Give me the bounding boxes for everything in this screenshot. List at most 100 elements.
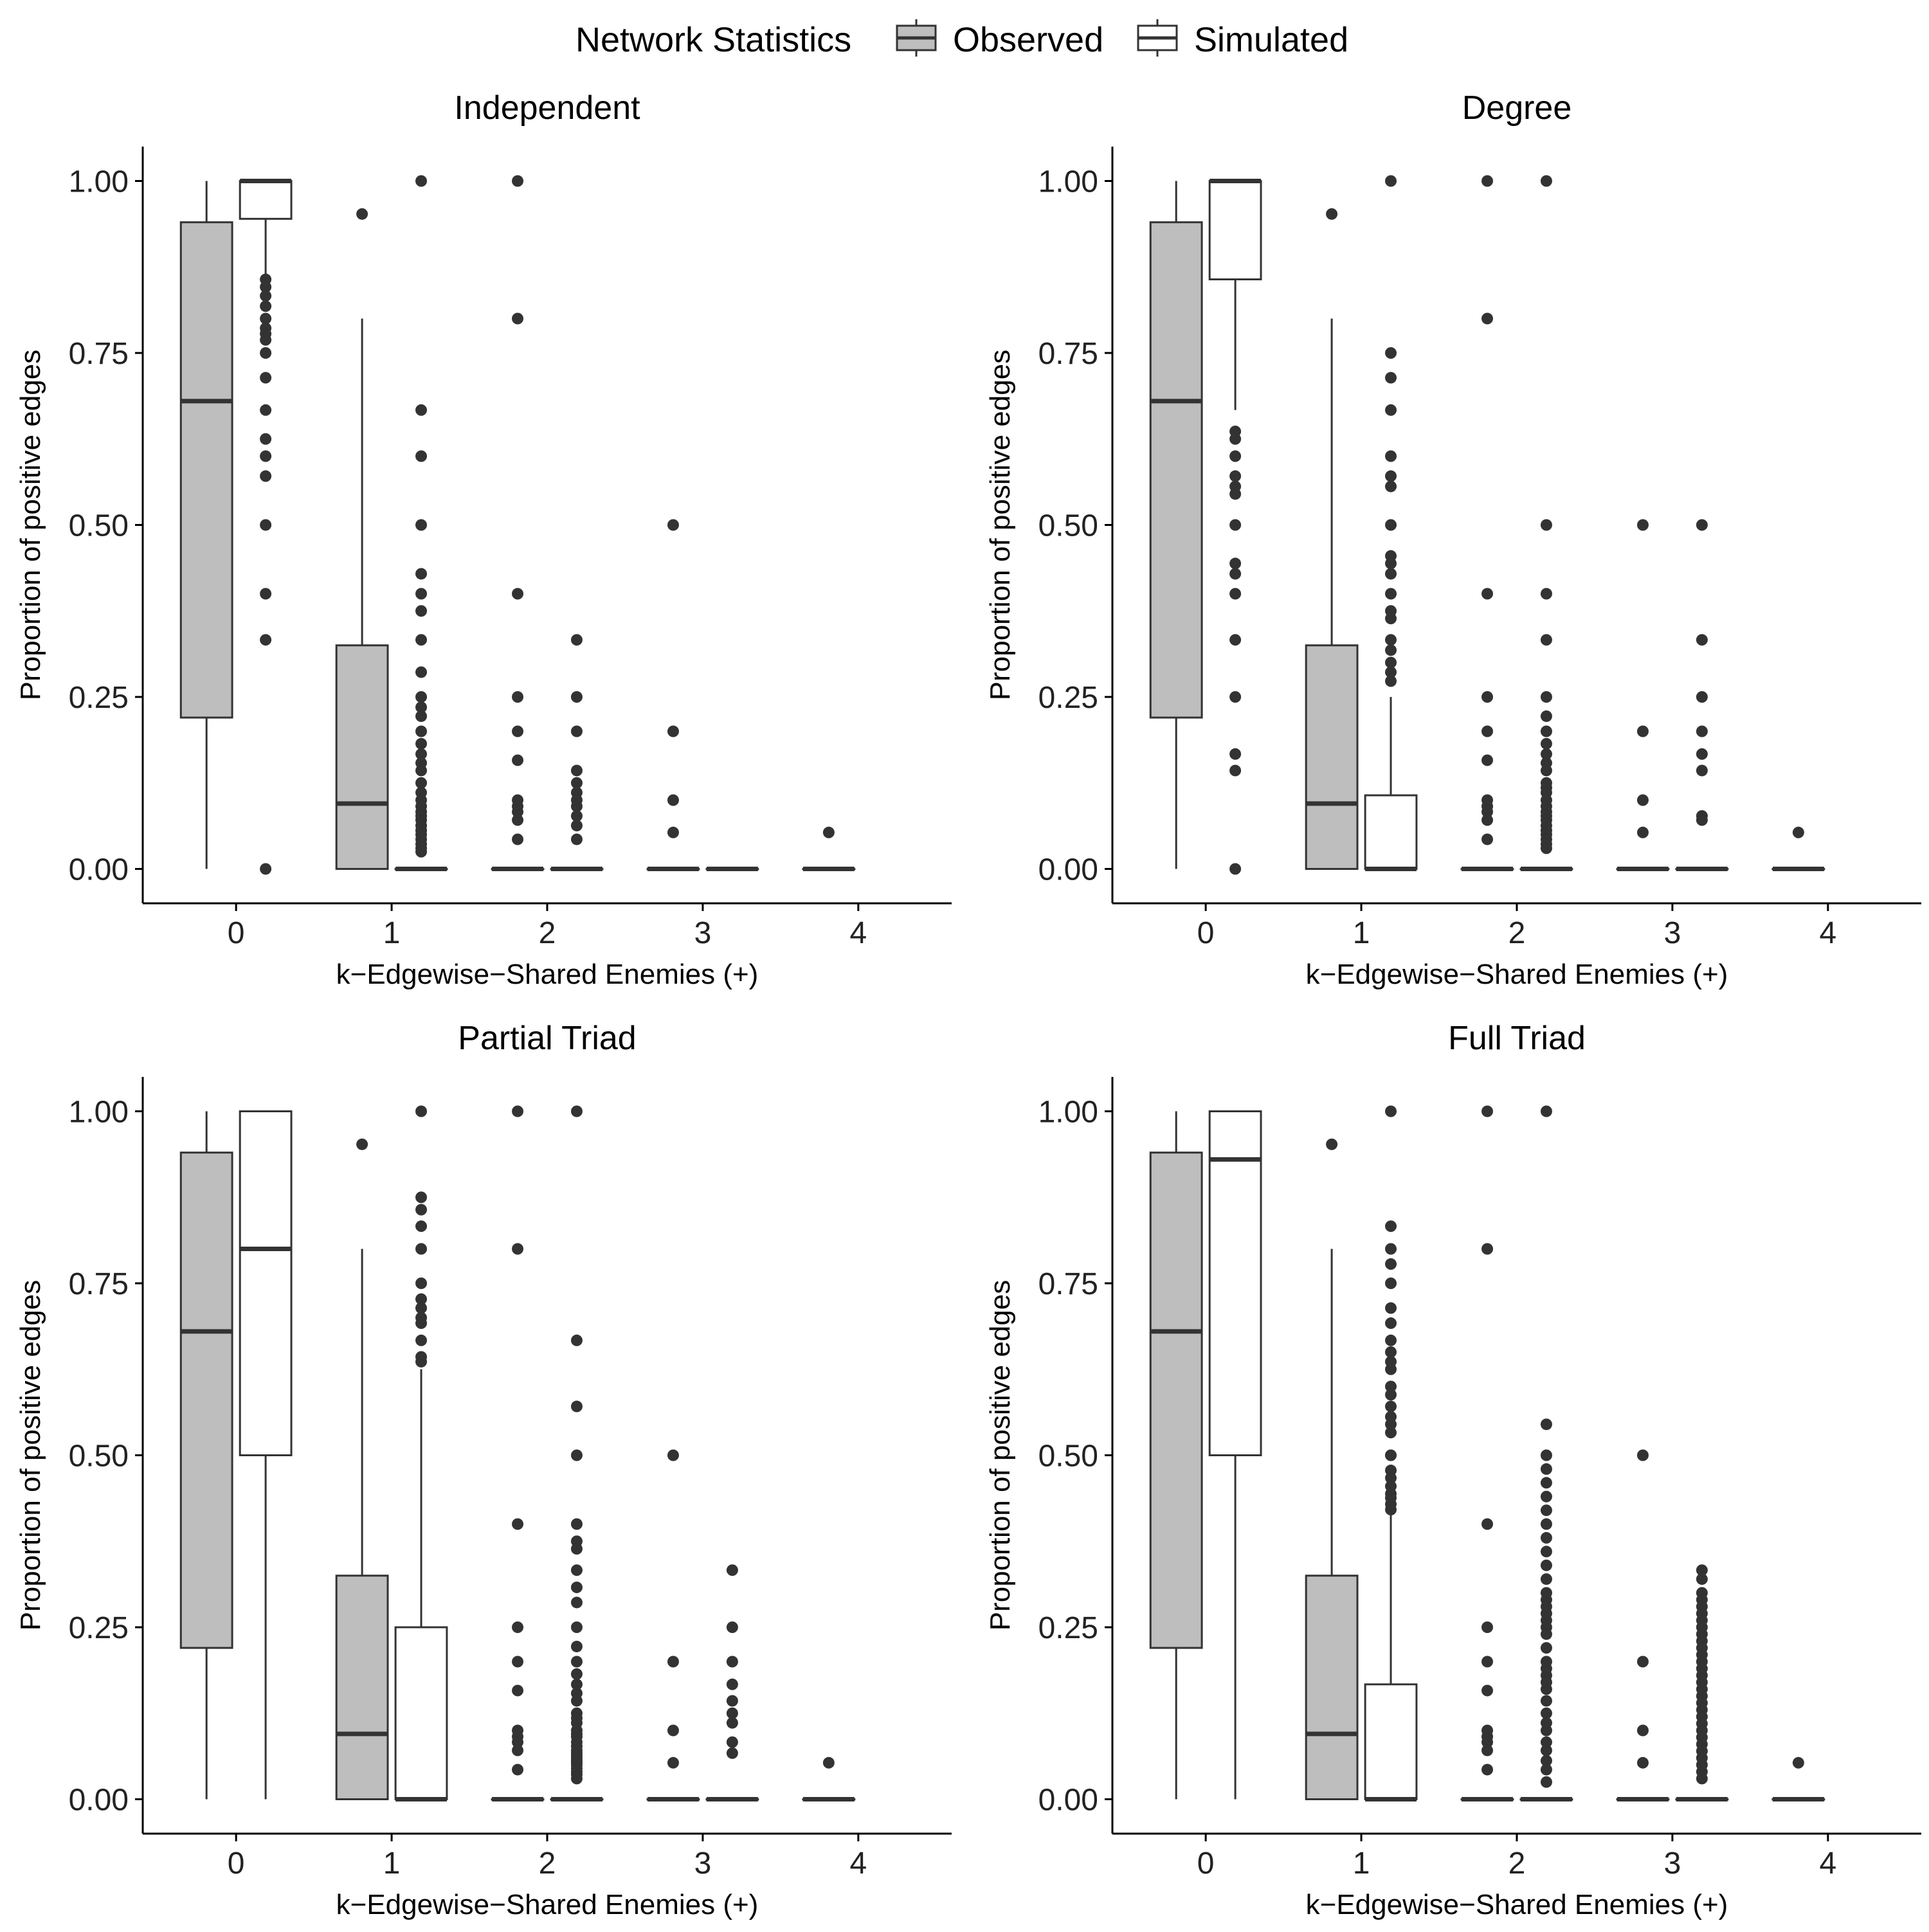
outlier-point [1636,1724,1649,1737]
outlier-point [1540,634,1552,646]
box-body [335,644,389,870]
outlier-point [1696,1564,1708,1576]
box-observed-k1 [335,1138,389,1800]
outlier-point [1385,1389,1397,1401]
outlier-point [1385,347,1397,359]
outlier-point [260,312,272,325]
box-body [239,180,293,220]
outlier-point [512,1764,524,1776]
box-body [239,1110,293,1456]
x-tick-label: 2 [1508,1846,1526,1881]
box-body [1364,794,1418,871]
outlier-point [1385,1317,1397,1330]
box-body [1208,1110,1262,1456]
outlier-point [1385,1504,1397,1516]
outlier-point [415,1334,428,1346]
outlier-point [570,820,583,832]
outlier-point [1229,588,1242,600]
outlier-point [260,433,272,445]
panel-title: Partial Triad [458,1020,636,1057]
outlier-point [1385,557,1397,570]
outlier-point [1385,588,1397,600]
outlier-point [1540,519,1552,531]
outlier-point [1229,433,1242,445]
box-observed-k4 [1771,826,1825,871]
outlier-point [1540,748,1552,760]
outlier-point [1481,1621,1494,1633]
outlier-point [1385,613,1397,625]
series-observed [1149,1105,1825,1801]
outlier-point [415,845,428,858]
outlier-point [260,470,272,482]
x-tick-label: 2 [539,916,556,950]
outlier-point [1540,1744,1552,1756]
y-tick-label: 1.00 [1038,165,1098,199]
y-tick-label: 0.50 [1038,1440,1098,1474]
box-observed-k1 [335,208,389,870]
outlier-point [1229,863,1242,875]
outlier-point [1540,1559,1552,1571]
y-axis-title: Proportion of positive edges [984,1280,1016,1630]
outlier-point [1481,754,1494,766]
outlier-point [1385,1449,1397,1461]
outlier-point [1385,450,1397,462]
outlier-point [570,1105,583,1117]
outlier-point [260,588,272,600]
outlier-point [1636,1756,1649,1769]
outlier-point [1229,748,1242,760]
outlier-point [1481,588,1494,600]
outlier-point [1481,806,1494,818]
y-tick-label: 0.75 [69,1267,129,1301]
box-observed-k0 [1149,1111,1203,1800]
x-tick-label: 2 [539,1846,556,1881]
outlier-point [1326,1138,1338,1150]
outlier-point [1229,691,1242,703]
outlier-point [260,334,272,346]
outlier-point [512,1744,524,1756]
outlier-point [1540,1531,1552,1544]
outlier-point [1540,1736,1552,1748]
outlier-point [415,710,428,722]
outlier-point [822,1756,835,1769]
box-observed-k1 [1305,208,1359,870]
outlier-point [1540,1764,1552,1776]
outlier-point [1385,175,1397,187]
outlier-point [570,634,583,646]
x-tick-label: 0 [1197,916,1215,950]
outlier-point [1540,1642,1552,1654]
outlier-point [570,1678,583,1690]
outlier-point [415,1191,428,1204]
outlier-point [260,519,272,531]
outlier-point [570,1668,583,1680]
outlier-point [570,777,583,789]
outlier-point [1540,1546,1552,1558]
x-axis-title: k−Edgewise−Shared Enemies (+) [336,1889,759,1920]
y-tick-label: 0.00 [69,1783,129,1818]
outlier-point [570,833,583,845]
outlier-point [415,175,428,187]
outlier-point [1385,675,1397,687]
box-simulated-k3 [705,1564,759,1801]
outlier-point [570,1596,583,1609]
outlier-point [415,1355,428,1368]
box-simulated-k1 [394,175,448,871]
outlier-point [1229,488,1242,500]
outlier-point [1229,568,1242,580]
box-simulated-k1 [394,1105,448,1801]
outlier-point [260,290,272,302]
outlier-point [1540,175,1552,187]
box-body [335,1575,389,1800]
outlier-point [260,300,272,312]
panels: Independent 0.00 0.25 0.50 0.75 1.00 0 1 2 3 4 k−Ed… [15,89,1921,1920]
outlier-point [1385,1220,1397,1232]
outlier-point [415,450,428,462]
outlier-point [415,568,428,580]
outlier-point [570,810,583,822]
panel-title: Independent [454,89,640,127]
outlier-point [570,800,583,813]
outlier-point [570,764,583,777]
outlier-point [260,372,272,384]
outlier-point [1696,814,1708,826]
